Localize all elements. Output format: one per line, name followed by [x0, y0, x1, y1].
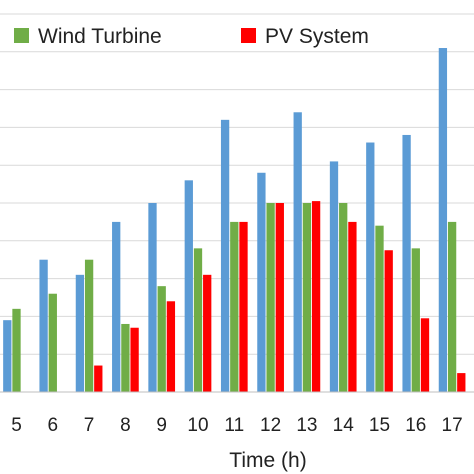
- x-tick-label-10: 10: [187, 415, 208, 436]
- bar-s0-8: [112, 221, 121, 392]
- bar-s0-13: [293, 112, 302, 392]
- x-tick-label-15: 15: [369, 415, 390, 436]
- bar-s1-14: [339, 203, 348, 392]
- legend-label-pv-system: PV System: [265, 25, 369, 48]
- bar-s0-7: [75, 274, 85, 392]
- bar-s0-16: [402, 134, 411, 392]
- bars: [3, 48, 466, 393]
- x-tick-label-13: 13: [296, 415, 317, 436]
- bar-s2-9: [166, 301, 176, 392]
- bar-s0-10: [184, 180, 193, 392]
- bar-s0-17: [438, 48, 448, 393]
- bar-s1-6: [48, 293, 57, 392]
- bar-s2-7: [94, 365, 103, 392]
- bar-s0-5: [3, 320, 12, 392]
- legend-swatch-wind-turbine: [14, 28, 29, 43]
- bar-s1-8: [121, 323, 130, 392]
- bar-s2-11: [239, 221, 248, 392]
- x-tick-label-5: 5: [11, 415, 22, 436]
- x-tick-labels: 5 6 7 8 9 10 11 12 13 14 15 16 17: [11, 415, 462, 436]
- bar-s1-10: [193, 248, 203, 392]
- x-tick-label-17: 17: [442, 415, 463, 436]
- bar-s2-14: [348, 221, 357, 392]
- x-tick-label-11: 11: [224, 415, 244, 436]
- legend: Wind Turbine PV System: [14, 25, 369, 48]
- bar-s1-15: [375, 225, 384, 392]
- bar-s1-11: [230, 221, 239, 392]
- bar-s1-9: [157, 286, 166, 392]
- bar-s0-12: [257, 172, 266, 392]
- x-tick-label-16: 16: [405, 415, 426, 436]
- x-tick-label-12: 12: [260, 415, 281, 436]
- bar-s0-9: [148, 203, 157, 392]
- bar-s2-12: [275, 203, 284, 392]
- x-tick-label-7: 7: [84, 415, 95, 436]
- x-tick-label-14: 14: [333, 415, 355, 436]
- bar-s2-13: [311, 201, 321, 392]
- bar-s2-17: [457, 373, 466, 392]
- legend-swatch-pv-system: [241, 28, 256, 43]
- bar-s1-16: [411, 248, 420, 392]
- bar-s1-5: [12, 308, 21, 392]
- bar-s0-14: [329, 161, 339, 392]
- x-tick-label-9: 9: [156, 415, 167, 436]
- bar-s2-8: [130, 327, 139, 392]
- bar-s2-16: [420, 318, 430, 392]
- bar-s0-15: [366, 142, 375, 392]
- x-axis-title: Time (h): [229, 449, 306, 472]
- x-tick-label-8: 8: [120, 415, 131, 436]
- bar-s1-13: [302, 203, 312, 392]
- bar-s2-15: [384, 250, 393, 392]
- bar-s0-6: [39, 259, 48, 392]
- bar-s1-7: [84, 259, 94, 392]
- bar-s1-17: [447, 221, 457, 392]
- bar-s1-12: [266, 203, 275, 392]
- x-tick-label-6: 6: [48, 415, 59, 436]
- bar-s2-10: [203, 274, 212, 392]
- bar-s0-11: [220, 119, 230, 392]
- legend-label-wind-turbine: Wind Turbine: [38, 25, 162, 48]
